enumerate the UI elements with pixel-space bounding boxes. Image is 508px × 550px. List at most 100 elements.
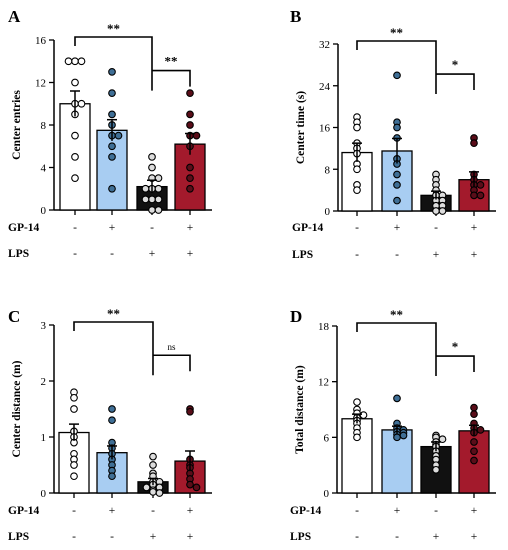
data-point <box>70 461 78 469</box>
data-point <box>77 57 86 66</box>
data-point <box>470 410 478 418</box>
data-point <box>476 426 485 434</box>
lps-indicator: + <box>150 531 157 543</box>
data-point <box>393 394 401 403</box>
row-label-gp14: GP-14 <box>290 505 322 517</box>
y-tick-label: 18 <box>318 321 330 333</box>
y-tick-label: 16 <box>319 123 331 135</box>
y-tick-label: 0 <box>325 206 331 218</box>
data-point <box>476 191 485 200</box>
y-tick-label: 6 <box>324 432 330 444</box>
lps-indicator: + <box>433 249 440 261</box>
data-point <box>438 435 447 444</box>
row-label-lps: LPS <box>8 248 29 260</box>
lps-indicator: + <box>471 249 478 261</box>
data-point <box>476 181 485 189</box>
data-point <box>149 488 157 496</box>
lps-indicator: - <box>355 531 359 543</box>
row-label-gp14: GP-14 <box>8 505 40 517</box>
gp14-indicator: - <box>150 222 154 234</box>
data-point <box>432 207 440 215</box>
lps-indicator: - <box>395 249 399 261</box>
data-point <box>470 438 478 446</box>
data-point <box>353 186 361 194</box>
data-point <box>70 393 78 402</box>
data-point <box>154 195 163 204</box>
lps-indicator: - <box>355 249 359 261</box>
data-point <box>186 121 194 129</box>
lps-indicator: - <box>110 248 114 260</box>
lps-indicator: + <box>149 248 156 260</box>
y-tick-label: 3 <box>41 320 47 332</box>
gp14-indicator: + <box>187 505 194 517</box>
gp14-indicator: - <box>355 222 359 234</box>
significance-label: ** <box>107 306 120 321</box>
data-point <box>186 407 194 416</box>
gp14-indicator: + <box>394 222 401 234</box>
y-axis-label: Center time (s) <box>295 91 307 164</box>
significance-label: * <box>452 339 459 354</box>
panel-letter: A <box>8 7 21 26</box>
significance-bracket <box>356 322 437 377</box>
row-label-gp14: GP-14 <box>292 222 324 234</box>
gp14-indicator: + <box>187 222 194 234</box>
data-point <box>186 174 194 182</box>
gp14-indicator: - <box>355 505 359 517</box>
significance-bracket <box>153 354 191 372</box>
lps-indicator: + <box>187 531 194 543</box>
gp14-indicator: - <box>434 222 438 234</box>
row-label-lps: LPS <box>290 531 311 543</box>
panel-letter: C <box>8 307 20 326</box>
significance-label: ** <box>165 54 178 69</box>
data-point <box>393 433 401 442</box>
data-point <box>142 483 151 492</box>
data-point <box>148 195 156 204</box>
data-point <box>470 403 478 412</box>
y-tick-label: 0 <box>41 488 47 500</box>
y-axis-label: Center entries <box>11 90 23 160</box>
data-point <box>71 174 79 182</box>
data-point <box>141 184 150 193</box>
data-point <box>148 153 156 161</box>
y-tick-label: 4 <box>41 163 47 175</box>
gp14-indicator: + <box>394 505 401 517</box>
lps-indicator: + <box>433 531 440 543</box>
data-point <box>64 57 73 66</box>
data-point <box>393 71 401 80</box>
data-point <box>186 89 194 97</box>
panel-letter: D <box>290 307 302 326</box>
significance-bracket <box>436 73 475 91</box>
data-point <box>393 123 401 132</box>
data-point <box>186 480 194 489</box>
data-point <box>108 110 116 119</box>
data-point <box>149 461 157 469</box>
data-point <box>470 139 478 148</box>
data-point <box>399 431 408 440</box>
y-tick-label: 24 <box>319 81 331 93</box>
data-point <box>70 472 78 481</box>
bar-gp-14 <box>96 129 128 211</box>
data-point <box>71 57 79 66</box>
row-label-gp14: GP-14 <box>8 222 40 234</box>
data-point <box>108 89 116 97</box>
data-point <box>77 99 86 108</box>
significance-bracket <box>436 355 475 373</box>
data-point <box>114 131 123 140</box>
data-point <box>353 433 361 442</box>
lps-indicator: - <box>110 531 114 543</box>
panel-c: C Center distance (m) 0 1 2 3 ** ns GP-14 LPS - + - +… <box>8 306 212 543</box>
data-point <box>186 163 194 172</box>
y-tick-label: 1 <box>41 432 47 444</box>
data-point <box>70 405 78 413</box>
data-point <box>149 452 157 461</box>
y-tick-label: 16 <box>35 35 47 47</box>
data-point <box>393 170 401 179</box>
gp14-indicator: - <box>151 505 155 517</box>
lps-indicator: - <box>72 531 76 543</box>
data-point <box>470 456 478 465</box>
data-point <box>432 465 440 474</box>
y-tick-label: 12 <box>318 377 329 389</box>
data-point <box>186 110 194 119</box>
significance-label: ** <box>390 307 403 322</box>
